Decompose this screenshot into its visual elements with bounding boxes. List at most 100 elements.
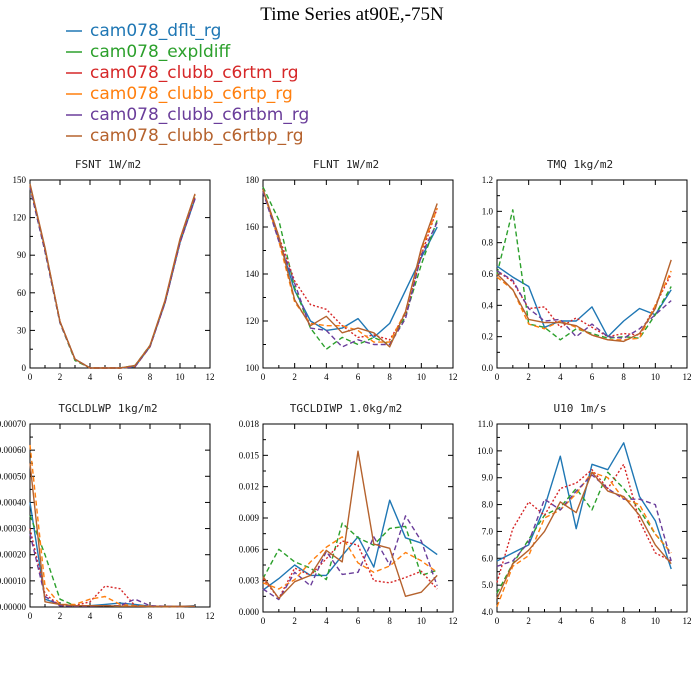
y-tick-label: 0.2	[482, 332, 493, 342]
y-tick-label: 5.0	[482, 580, 494, 590]
panel-title: TMQ 1kg/m2	[547, 158, 613, 171]
y-tick-label: 7.0	[482, 526, 494, 536]
y-tick-label: 0.00070	[0, 419, 27, 429]
y-tick-label: 150	[13, 175, 27, 185]
panel-title: FLNT 1W/m2	[313, 158, 379, 171]
x-tick-label: 4	[324, 372, 329, 382]
chart-panel: U10 1m/s 0 2 4 6 8 10 12 4.0 5.0 6.0 7.0 8.0 9.0 10.0 1…	[477, 402, 691, 626]
x-tick-label: 0	[28, 611, 33, 621]
series-line	[29, 533, 196, 608]
x-tick-label: 6	[590, 616, 595, 626]
x-tick-label: 10	[176, 611, 186, 621]
panel-title: U10 1m/s	[554, 402, 607, 415]
y-tick-label: 100	[246, 363, 260, 373]
legend-entry: cam078_clubb_c6rtbm_rg	[66, 105, 309, 125]
series-line	[496, 474, 672, 567]
y-tick-label: 0.012	[239, 482, 259, 492]
x-tick-label: 0	[261, 616, 266, 626]
y-tick-label: 140	[246, 269, 260, 279]
figure-title: Time Series at90E,-75N	[260, 4, 444, 25]
y-tick-label: 0.0	[482, 363, 494, 373]
y-tick-label: 120	[13, 213, 27, 223]
chart-panel: TMQ 1kg/m2 0 2 4 6 8 10 12 0.0 0.2 0.4 0.6 0.8 1.0 1.2	[482, 158, 692, 382]
y-tick-label: 90	[17, 250, 27, 260]
series-line	[496, 471, 672, 594]
x-tick-label: 12	[449, 616, 458, 626]
y-tick-label: 0.015	[239, 450, 260, 460]
y-tick-label: 0.018	[239, 419, 260, 429]
plot-frame	[29, 423, 211, 608]
x-tick-label: 2	[58, 611, 63, 621]
x-tick-label: 12	[683, 616, 692, 626]
chart-panel: TGCLDLWP 1kg/m2 0 2 4 6 8 10 12 0.00000 0.00010 0.…	[0, 402, 215, 621]
series-line	[262, 189, 438, 341]
y-tick-label: 0.00040	[0, 497, 27, 507]
series-line	[496, 471, 672, 607]
x-tick-label: 10	[417, 372, 427, 382]
legend-label: cam078_clubb_c6rtm_rg	[90, 63, 299, 83]
x-tick-label: 2	[526, 616, 531, 626]
x-tick-label: 10	[417, 616, 427, 626]
x-tick-label: 6	[356, 616, 361, 626]
x-tick-label: 8	[387, 372, 392, 382]
y-tick-label: 0.00030	[0, 524, 27, 534]
legend-entry: cam078_clubb_c6rtp_rg	[66, 84, 293, 104]
series-line	[262, 189, 438, 348]
y-tick-label: 0.4	[482, 300, 494, 310]
y-tick-label: 0.6	[482, 269, 494, 279]
legend-label: cam078_dflt_rg	[90, 21, 221, 41]
series-line	[29, 515, 196, 608]
y-tick-label: 10.0	[477, 446, 493, 456]
panel-title: FSNT 1W/m2	[75, 158, 141, 171]
x-tick-label: 4	[88, 611, 93, 621]
y-tick-label: 0.006	[239, 544, 260, 554]
x-tick-label: 4	[324, 616, 329, 626]
series-line	[262, 536, 438, 590]
x-tick-label: 12	[449, 372, 458, 382]
x-tick-label: 0	[495, 372, 500, 382]
y-tick-label: 0.009	[239, 513, 260, 523]
x-tick-label: 0	[261, 372, 266, 382]
y-tick-label: 1.2	[482, 175, 493, 185]
y-tick-label: 6.0	[482, 553, 494, 563]
y-tick-label: 0.00000	[0, 602, 27, 612]
y-tick-label: 9.0	[482, 473, 494, 483]
y-tick-label: 11.0	[478, 419, 494, 429]
x-tick-label: 8	[621, 616, 626, 626]
x-tick-label: 12	[206, 372, 215, 382]
x-tick-label: 12	[683, 372, 692, 382]
y-tick-label: 8.0	[482, 500, 494, 510]
x-tick-label: 4	[558, 372, 563, 382]
x-tick-label: 2	[526, 372, 531, 382]
x-tick-label: 6	[118, 372, 123, 382]
x-tick-label: 12	[206, 611, 215, 621]
chart-panel: TGCLDIWP 1.0kg/m2 0 2 4 6 8 10 12 0.000 0.003 0.00…	[239, 402, 458, 626]
x-tick-label: 2	[292, 372, 297, 382]
x-tick-label: 6	[356, 372, 361, 382]
series-line	[496, 471, 672, 599]
x-tick-label: 10	[651, 372, 661, 382]
legend-entry: cam078_clubb_c6rtbp_rg	[66, 126, 304, 146]
series-line	[262, 540, 438, 600]
x-tick-label: 8	[387, 616, 392, 626]
x-tick-label: 4	[88, 372, 93, 382]
series-line	[496, 209, 672, 341]
y-tick-label: 120	[246, 316, 260, 326]
y-tick-label: 0.003	[239, 576, 260, 586]
plot-frame	[496, 179, 688, 369]
x-tick-label: 6	[590, 372, 595, 382]
x-tick-label: 8	[148, 611, 153, 621]
x-tick-label: 10	[651, 616, 661, 626]
y-tick-label: 30	[17, 325, 27, 335]
x-tick-label: 8	[621, 372, 626, 382]
series-line	[29, 183, 196, 369]
series-line	[496, 442, 672, 570]
legend-label: cam078_clubb_c6rtbp_rg	[90, 126, 304, 146]
x-tick-label: 2	[292, 616, 297, 626]
legend-label: cam078_clubb_c6rtp_rg	[90, 84, 293, 104]
plot-frame	[29, 179, 211, 369]
legend-entry: cam078_expldiff	[66, 42, 232, 62]
x-tick-label: 6	[118, 611, 123, 621]
